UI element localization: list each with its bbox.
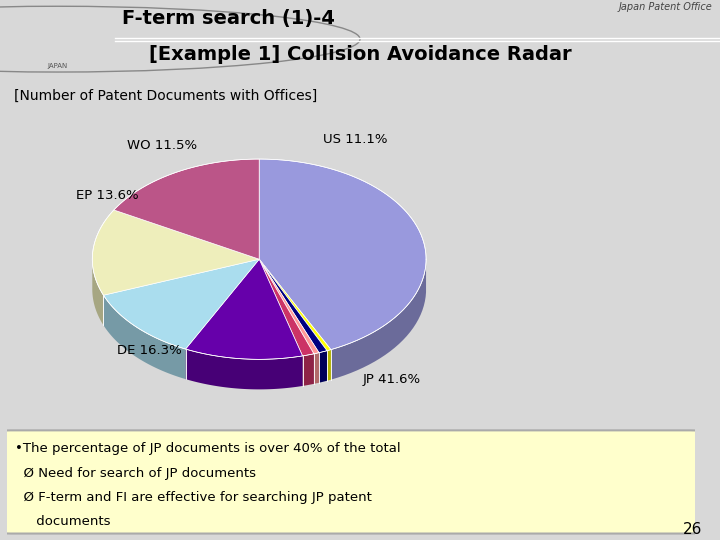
Polygon shape <box>92 210 259 295</box>
Polygon shape <box>259 259 331 350</box>
Polygon shape <box>314 353 319 384</box>
Text: WO 11.5%: WO 11.5% <box>127 139 197 152</box>
Text: [Example 1] Collision Avoidance Radar: [Example 1] Collision Avoidance Radar <box>122 45 572 64</box>
Polygon shape <box>319 350 327 383</box>
Polygon shape <box>302 354 314 386</box>
Polygon shape <box>104 295 186 379</box>
Polygon shape <box>259 259 314 356</box>
Text: [Number of Patent Documents with Offices]: [Number of Patent Documents with Offices… <box>14 89 318 103</box>
Text: JP 41.6%: JP 41.6% <box>363 373 420 386</box>
Polygon shape <box>259 259 319 354</box>
Circle shape <box>0 6 360 72</box>
Text: Japan Patent Office: Japan Patent Office <box>619 2 713 11</box>
Polygon shape <box>331 262 426 380</box>
Text: Ø F-term and FI are effective for searching JP patent: Ø F-term and FI are effective for search… <box>15 491 372 504</box>
Polygon shape <box>186 349 302 389</box>
Polygon shape <box>186 259 302 359</box>
Text: JAPAN: JAPAN <box>48 63 68 69</box>
Text: EP 13.6%: EP 13.6% <box>76 190 138 202</box>
Polygon shape <box>327 349 331 381</box>
Text: F-term search (1)-4: F-term search (1)-4 <box>122 9 336 29</box>
Text: US 11.1%: US 11.1% <box>323 132 387 145</box>
Text: •The percentage of JP documents is over 40% of the total: •The percentage of JP documents is over … <box>15 442 401 455</box>
Polygon shape <box>104 259 259 349</box>
Polygon shape <box>259 259 327 353</box>
Text: Ø Need for search of JP documents: Ø Need for search of JP documents <box>15 467 256 480</box>
Text: documents: documents <box>15 516 111 529</box>
Polygon shape <box>259 159 426 349</box>
FancyBboxPatch shape <box>0 430 703 534</box>
Text: 26: 26 <box>683 522 702 537</box>
Polygon shape <box>92 260 104 325</box>
Polygon shape <box>114 159 259 259</box>
Text: DE 16.3%: DE 16.3% <box>117 345 182 357</box>
